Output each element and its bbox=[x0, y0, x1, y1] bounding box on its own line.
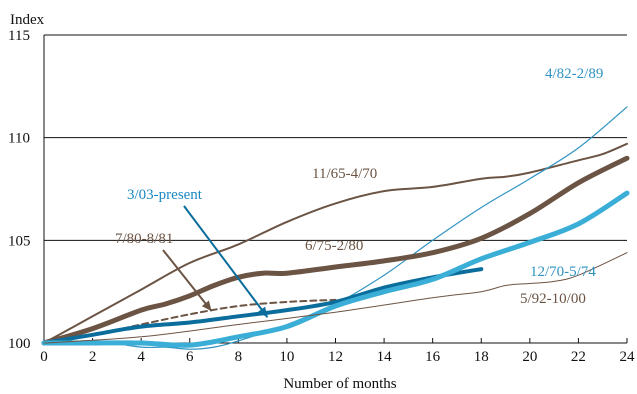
annotation-arrows bbox=[162, 205, 269, 318]
y-tick-label-100: 100 bbox=[8, 336, 31, 352]
x-tick-label-22: 22 bbox=[571, 349, 586, 365]
annotation-label-7-80-8-81: 7/80-8/81 bbox=[115, 231, 173, 247]
series-line-11-65-4-70 bbox=[43, 142, 628, 344]
annotation-label-6-75-2-80: 6/75-2/80 bbox=[305, 238, 363, 254]
x-tick-label-4: 4 bbox=[137, 349, 145, 365]
x-tick-label-12: 12 bbox=[328, 349, 343, 365]
annotation-label-12-70-5-74: 12/70-5/74 bbox=[530, 264, 596, 280]
x-tick-label-8: 8 bbox=[235, 349, 243, 365]
x-tick-label-14: 14 bbox=[377, 349, 393, 365]
x-tick-label-20: 20 bbox=[522, 349, 537, 365]
arrow-3-03-present-head bbox=[257, 306, 268, 318]
y-tick-label-105: 105 bbox=[8, 233, 31, 249]
annotation-labels: 11/65-4/70 4/82-2/89 3/03-present 7/80-8/81… bbox=[115, 66, 603, 307]
x-tick-label-0: 0 bbox=[40, 349, 48, 365]
y-tick-label-110: 110 bbox=[8, 131, 30, 147]
x-tick-label-18: 18 bbox=[474, 349, 489, 365]
arrow-3-03-present-shaft bbox=[183, 205, 269, 318]
annotation-label-11-65-4-70: 11/65-4/70 bbox=[312, 166, 377, 182]
y-tick-label-115: 115 bbox=[8, 28, 30, 44]
series-lines bbox=[41, 106, 630, 350]
y-axis-title: Index bbox=[10, 12, 45, 28]
arrow-7-80-8-81-head bbox=[201, 300, 212, 312]
series-line-12-70-5-74 bbox=[41, 190, 630, 348]
x-tick-label-16: 16 bbox=[425, 349, 441, 365]
x-axis-title: Number of months bbox=[283, 376, 396, 392]
annotation-label-5-92-10-00: 5/92-10/00 bbox=[520, 291, 586, 307]
annotation-label-3-03-present: 3/03-present bbox=[127, 187, 203, 203]
x-tick-label-10: 10 bbox=[279, 349, 294, 365]
annotation-label-4-82-2-89: 4/82-2/89 bbox=[545, 66, 603, 82]
x-tick-label-2: 2 bbox=[89, 349, 97, 365]
series-line-5-92-10-00 bbox=[43, 252, 628, 344]
x-tick-label-6: 6 bbox=[186, 349, 194, 365]
x-tick-label-24: 24 bbox=[620, 349, 636, 365]
arrow-7-80-8-81-shaft bbox=[162, 249, 213, 312]
series-line-6-75-2-80 bbox=[41, 155, 630, 346]
